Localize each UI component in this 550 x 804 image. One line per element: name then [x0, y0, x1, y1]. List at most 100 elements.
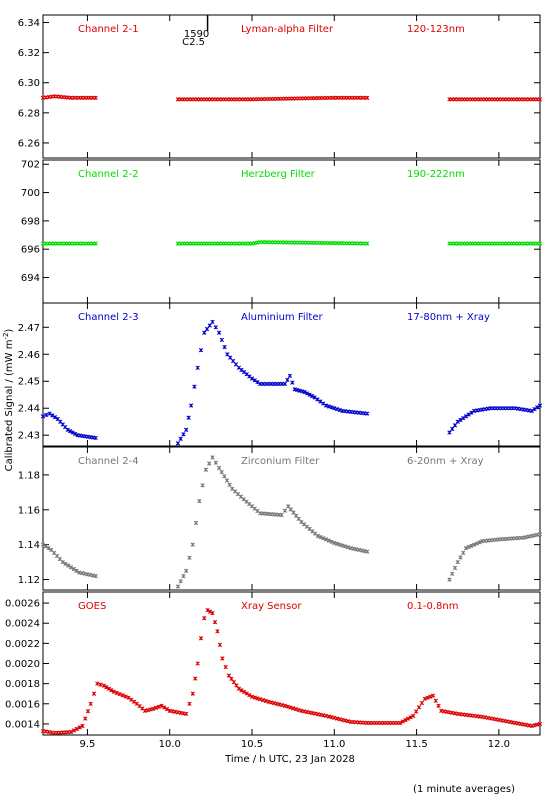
data-point [416, 705, 422, 710]
data-point [195, 661, 200, 666]
data-point [326, 404, 331, 409]
data-point [198, 348, 204, 353]
y-tick-label: 0.0022 [5, 639, 40, 650]
data-point [215, 629, 220, 634]
data-point [187, 555, 192, 560]
data-point [252, 378, 257, 383]
data-point [74, 568, 79, 573]
data-point [458, 417, 463, 423]
data-point [162, 705, 167, 710]
data-point [219, 469, 224, 475]
data-point [529, 408, 534, 414]
data-point [210, 610, 215, 616]
data-point [203, 467, 209, 472]
y-tick-label: 2.44 [18, 404, 40, 415]
panel-frame [42, 446, 541, 591]
data-point [365, 411, 370, 416]
panel-band-label: 0.1-0.8nm [407, 601, 459, 612]
data-point [175, 584, 181, 589]
data-point [452, 565, 458, 571]
data-point [447, 577, 452, 582]
data-point [433, 698, 438, 703]
data-point [74, 726, 79, 732]
data-point [329, 405, 334, 410]
panel-3: 2.43 2.44 2.45 2.46 2.47 Channel 2-3 Aluminium… [18, 302, 543, 447]
y-tick-label: 2.46 [18, 350, 40, 361]
y-tick-label: 696 [21, 245, 40, 256]
data-point [230, 358, 236, 364]
data-point [178, 579, 183, 584]
data-point [184, 711, 189, 717]
event-marker-label-1: 1590 [184, 29, 209, 40]
data-point [220, 656, 225, 661]
data-point [126, 695, 131, 700]
data-point [159, 703, 164, 708]
data-point [411, 713, 416, 719]
data-point [43, 544, 48, 549]
data-point [190, 542, 195, 547]
data-point [93, 241, 98, 246]
y-tick-label: 0.0014 [5, 719, 40, 730]
data-point [334, 406, 340, 412]
data-point [68, 729, 74, 735]
data-point [365, 95, 370, 100]
data-point [93, 573, 98, 579]
data-point [450, 426, 455, 432]
panel-channel-label: Channel 2-4 [78, 456, 139, 467]
y-tick-label: 694 [21, 273, 40, 284]
data-point [285, 377, 290, 383]
panel-frame [42, 302, 541, 447]
data-point [537, 532, 543, 537]
data-point [216, 465, 222, 471]
data-point [469, 410, 474, 415]
data-point [403, 717, 408, 723]
data-point [40, 542, 46, 547]
data-point [318, 399, 323, 404]
data-point [225, 352, 230, 357]
data-point [408, 715, 413, 720]
data-point [326, 538, 331, 543]
data-point [397, 720, 403, 726]
data-point [537, 403, 543, 408]
data-point [111, 689, 116, 694]
x-tick-label: 11.5 [405, 739, 427, 750]
data-point [466, 412, 471, 417]
data-point [537, 241, 543, 246]
data-point [213, 325, 218, 330]
data-point [95, 681, 100, 686]
data-point [83, 716, 88, 721]
data-point [302, 389, 307, 395]
data-point [216, 330, 222, 335]
panel-4: 1.12 1.14 1.16 1.18 Channel 2-4 Zirconium Fil… [18, 446, 543, 591]
data-point [532, 406, 537, 412]
data-point [68, 565, 74, 570]
data-point [131, 699, 137, 704]
data-point [329, 539, 334, 544]
data-point [151, 706, 156, 711]
data-point [343, 544, 348, 549]
data-point [205, 607, 210, 613]
data-point [207, 609, 213, 614]
data-point [207, 323, 212, 328]
data-point [197, 498, 202, 504]
data-point [474, 541, 480, 546]
data-point [323, 403, 329, 408]
data-point [60, 559, 65, 565]
data-point [120, 693, 125, 698]
data-point [282, 508, 288, 513]
data-point [321, 401, 326, 406]
y-tick-label: 1.18 [18, 470, 40, 481]
data-point [72, 431, 78, 437]
y-tick-label: 698 [21, 216, 40, 227]
panel-frame [42, 14, 541, 159]
y-tick-label: 2.47 [18, 323, 40, 334]
data-point [47, 411, 52, 416]
panel-2: 694 696 698 700 702 Channel 2-2 Herzberg Filte… [21, 159, 543, 304]
y-axis-label: Calibrated Signal / (mW m-2) [2, 329, 15, 472]
y-tick-label: 1.16 [18, 505, 40, 516]
data-point [255, 379, 260, 385]
data-point [315, 533, 320, 539]
y-tick-label: 1.12 [18, 575, 40, 586]
data-point [234, 683, 239, 688]
